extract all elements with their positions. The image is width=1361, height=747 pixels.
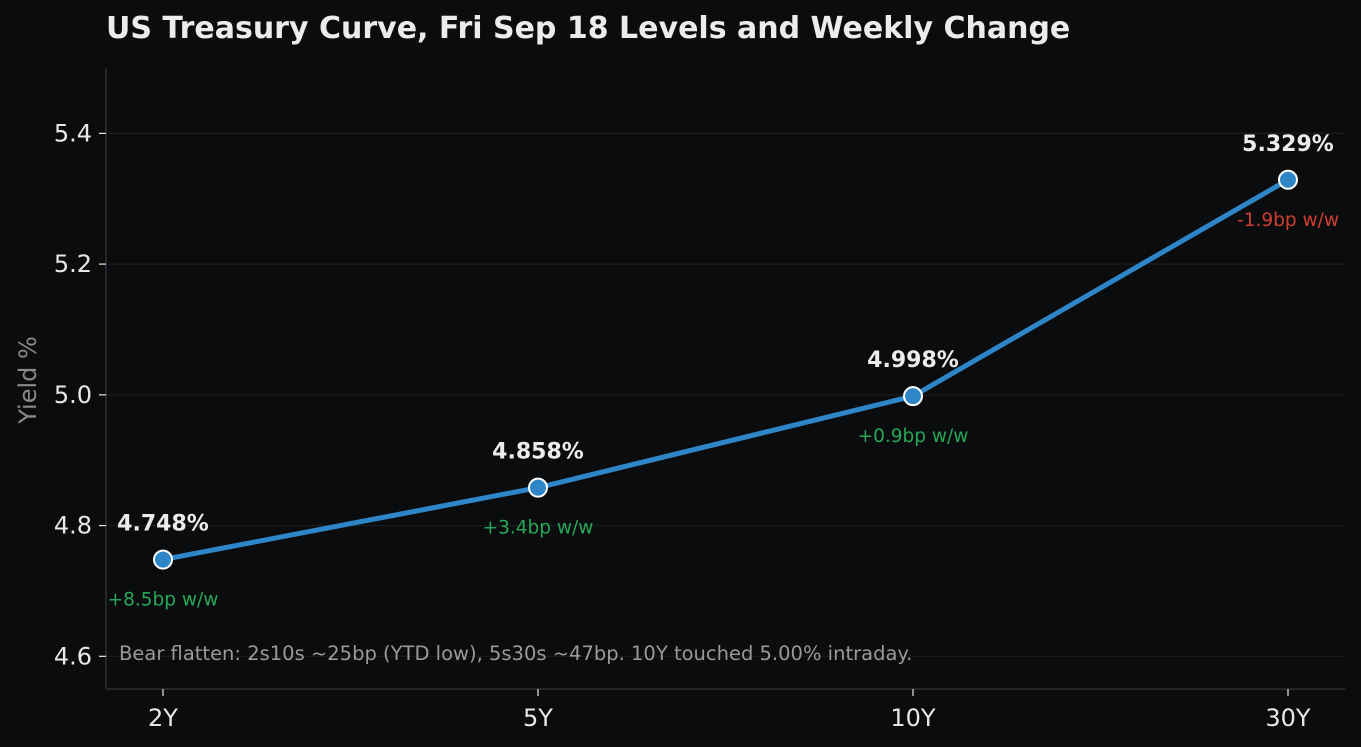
value-label-10y: 4.998% bbox=[867, 348, 959, 373]
weekly-change-label-5y: +3.4bp w/w bbox=[483, 518, 594, 539]
y-tick-label: 4.6 bbox=[54, 642, 92, 670]
y-tick-label: 5.4 bbox=[54, 119, 92, 147]
x-tick-label-10y: 10Y bbox=[890, 704, 936, 732]
data-point-5y bbox=[528, 477, 548, 498]
chart-annotation: Bear flatten: 2s10s ~25bp (YTD low), 5s3… bbox=[119, 642, 912, 665]
data-labels: 4.748% +8.5bp w/w 4.858% +3.4bp w/w 4.998% +0… bbox=[108, 132, 1339, 611]
data-point-2y bbox=[153, 549, 173, 570]
y-tick-label: 4.8 bbox=[54, 512, 92, 540]
x-tick-label-2y: 2Y bbox=[148, 704, 178, 732]
series-yield-curve bbox=[153, 169, 1298, 570]
y-tick-label: 5.0 bbox=[54, 381, 92, 409]
grid-lines bbox=[106, 132, 1345, 657]
y-axis-label: Yield % bbox=[14, 336, 42, 425]
weekly-change-label-30y: -1.9bp w/w bbox=[1237, 210, 1339, 231]
y-ticks: 4.6 4.8 5.0 5.2 5.4 bbox=[54, 119, 106, 670]
yield-curve-line bbox=[160, 177, 1291, 563]
data-point-30y bbox=[1278, 169, 1298, 190]
value-label-5y: 4.858% bbox=[492, 440, 584, 465]
chart-title: US Treasury Curve, Fri Sep 18 Levels and… bbox=[106, 11, 1070, 46]
x-tick-label-30y: 30Y bbox=[1265, 704, 1311, 732]
x-tick-label-5y: 5Y bbox=[523, 704, 553, 732]
value-label-30y: 5.329% bbox=[1242, 132, 1334, 157]
value-label-2y: 4.748% bbox=[117, 512, 209, 537]
weekly-change-label-2y: +8.5bp w/w bbox=[108, 590, 219, 611]
y-tick-label: 5.2 bbox=[54, 250, 92, 278]
weekly-change-label-10y: +0.9bp w/w bbox=[858, 426, 969, 447]
data-point-10y bbox=[903, 386, 923, 407]
x-ticks: 2Y 5Y 10Y 30Y bbox=[148, 689, 1311, 732]
